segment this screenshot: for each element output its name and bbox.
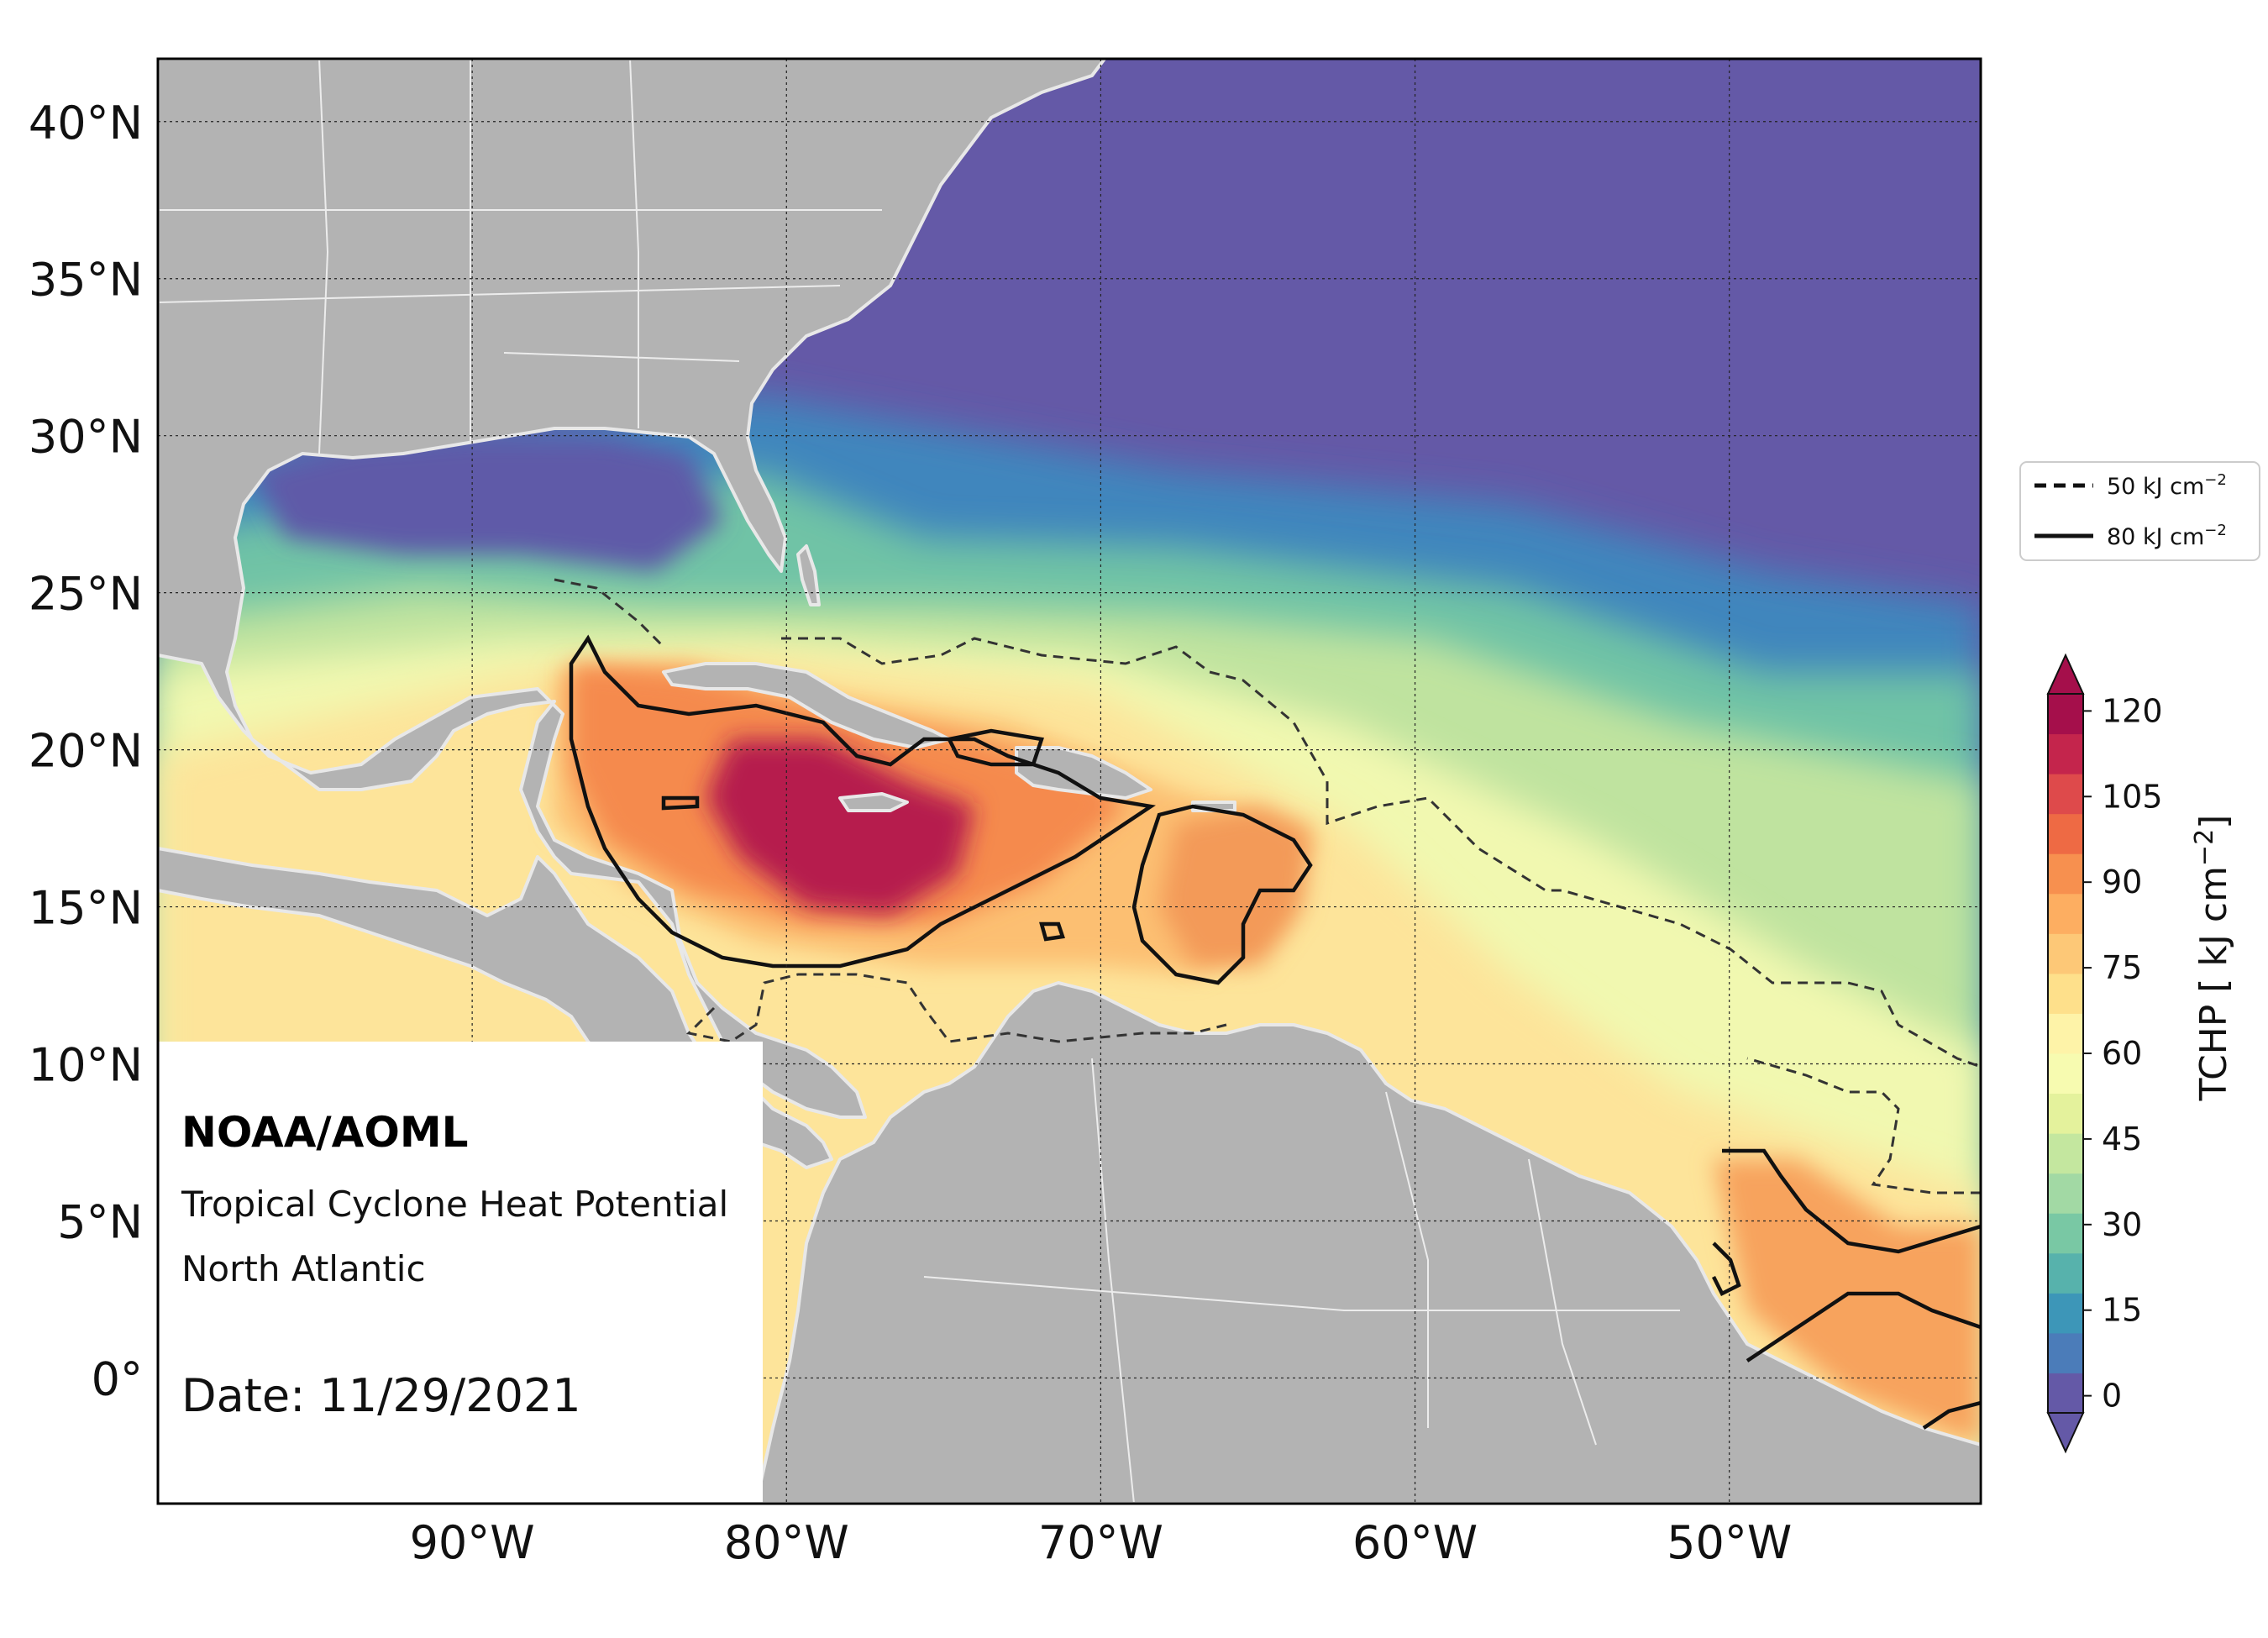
legend-label-80: 80 kJ cm−2 bbox=[2107, 522, 2227, 550]
border-line bbox=[503, 352, 740, 362]
annotation-region: North Atlantic bbox=[181, 1248, 426, 1289]
colorbar-swatch bbox=[2048, 1293, 2083, 1334]
lat-tick-label: 25°N bbox=[29, 568, 143, 621]
lat-tick-label: 15°N bbox=[29, 882, 143, 935]
lon-tick-label: 70°W bbox=[1038, 1516, 1163, 1569]
colorbar-tick-label: 105 bbox=[2102, 778, 2163, 815]
lat-tick-label: 10°N bbox=[29, 1039, 143, 1092]
border-line bbox=[158, 285, 841, 303]
colorbar-tick-label: 45 bbox=[2102, 1121, 2142, 1158]
lon-tick-label: 90°W bbox=[410, 1516, 535, 1569]
colorbar-swatch bbox=[2048, 1213, 2083, 1254]
colorbar-swatch bbox=[2048, 1093, 2083, 1134]
legend-label-50: 50 kJ cm−2 bbox=[2107, 471, 2227, 500]
lat-tick-label: 30°N bbox=[29, 411, 143, 464]
land-north-america bbox=[158, 59, 1106, 1119]
land-jamaica bbox=[838, 792, 909, 812]
colorbar-tick-label: 15 bbox=[2102, 1292, 2142, 1329]
colorbar-swatch bbox=[2048, 1373, 2083, 1414]
colorbar-tick-label: 30 bbox=[2102, 1206, 2142, 1243]
colorbar-tick-label: 0 bbox=[2102, 1378, 2122, 1415]
tchp-band-110 bbox=[706, 739, 974, 916]
lat-tick-label: 35°N bbox=[29, 254, 143, 307]
colorbar-swatch bbox=[2048, 893, 2083, 934]
colorbar-swatch bbox=[2048, 1013, 2083, 1054]
land-cuba bbox=[662, 662, 951, 749]
longitude-labels: 90°W 80°W 70°W 60°W 50°W bbox=[410, 1516, 1793, 1569]
colorbar-extend-bottom bbox=[2046, 1412, 2085, 1454]
map-frame bbox=[156, 57, 1982, 1505]
contour-legend: 50 kJ cm−2 80 kJ cm−2 bbox=[2019, 461, 2260, 561]
border-line bbox=[923, 1276, 1680, 1311]
lat-tick-label: 0° bbox=[92, 1352, 143, 1405]
colorbar-extend-top bbox=[2046, 653, 2085, 695]
colorbar-tick-label: 75 bbox=[2102, 949, 2142, 986]
colorbar-swatch bbox=[2048, 1053, 2083, 1095]
lon-tick-label: 50°W bbox=[1667, 1516, 1792, 1569]
lat-tick-label: 40°N bbox=[29, 97, 143, 150]
land-bahamas bbox=[796, 544, 821, 606]
annotation-date: Date: 11/29/2021 bbox=[181, 1369, 581, 1422]
colorbar-tick-label: 90 bbox=[2102, 864, 2142, 900]
colorbar-swatch bbox=[2048, 813, 2083, 854]
colorbar-swatch bbox=[2048, 1252, 2083, 1294]
border-line bbox=[629, 59, 639, 428]
colorbar bbox=[2046, 653, 2085, 1454]
annotation-box bbox=[158, 1042, 763, 1504]
latitude-labels: 40°N 35°N 30°N 25°N 20°N 15°N 10°N 5°N 0° bbox=[29, 97, 143, 1406]
gridlines bbox=[158, 59, 1981, 1504]
lat-tick-label: 5°N bbox=[57, 1195, 143, 1248]
colorbar-tick-label: 120 bbox=[2102, 692, 2163, 729]
colorbar-label: TCHP [ kJ cm−2] bbox=[2190, 815, 2235, 1102]
tchp-patch-equatorial bbox=[1714, 1159, 1981, 1445]
colorbar-swatch bbox=[2048, 774, 2083, 815]
colorbar-swatch bbox=[2048, 973, 2083, 1014]
tchp-patch-lesser-antilles bbox=[1159, 806, 1310, 966]
colorbar-swatch bbox=[2048, 694, 2083, 735]
colorbar-swatch bbox=[2048, 733, 2083, 774]
border-line bbox=[318, 59, 329, 454]
annotation-product: Tropical Cyclone Heat Potential bbox=[181, 1184, 728, 1225]
annotation-org: NOAA/AOML bbox=[181, 1108, 468, 1157]
tchp-band-gulf-low bbox=[252, 437, 722, 571]
colorbar-swatch bbox=[2048, 1332, 2083, 1373]
colorbar-swatch bbox=[2048, 853, 2083, 895]
land-hispaniola bbox=[1015, 746, 1152, 800]
border-line bbox=[1091, 1058, 1135, 1504]
lon-tick-label: 60°W bbox=[1352, 1516, 1478, 1569]
lat-tick-label: 20°N bbox=[29, 725, 143, 778]
border-line bbox=[1385, 1091, 1429, 1428]
contour-50-dashed bbox=[554, 578, 1981, 1194]
map-panel bbox=[158, 59, 1981, 1504]
lon-tick-label: 80°W bbox=[724, 1516, 849, 1569]
colorbar-swatch bbox=[2048, 1173, 2083, 1214]
colorbar-swatch bbox=[2048, 933, 2083, 974]
colorbar-swatch bbox=[2048, 1133, 2083, 1174]
colorbar-tick-label: 60 bbox=[2102, 1035, 2142, 1072]
colorbar-ticks: 120 105 90 75 60 45 30 15 0 bbox=[2083, 692, 2163, 1415]
land-south-america bbox=[754, 981, 1981, 1504]
contour-80-solid bbox=[569, 634, 1981, 1430]
